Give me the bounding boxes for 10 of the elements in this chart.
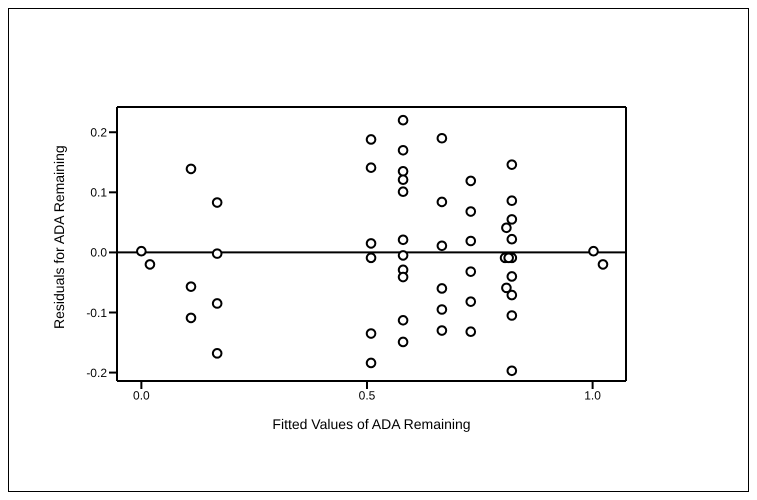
- x-axis-title: Fitted Values of ADA Remaining: [272, 416, 471, 432]
- y-tick-label: -0.1: [86, 306, 108, 320]
- x-tick-label: 0.0: [133, 388, 150, 403]
- y-tick-label: -0.2: [86, 366, 108, 380]
- y-tick-label: 0.0: [90, 246, 108, 260]
- x-tick-label: 1.0: [584, 388, 602, 403]
- y-tick-label: 0.1: [90, 186, 108, 200]
- x-tick-label: 0.5: [358, 388, 376, 403]
- y-tick-label: 0.2: [90, 125, 108, 140]
- y-axis-title: Residuals for ADA Remaining: [50, 145, 67, 329]
